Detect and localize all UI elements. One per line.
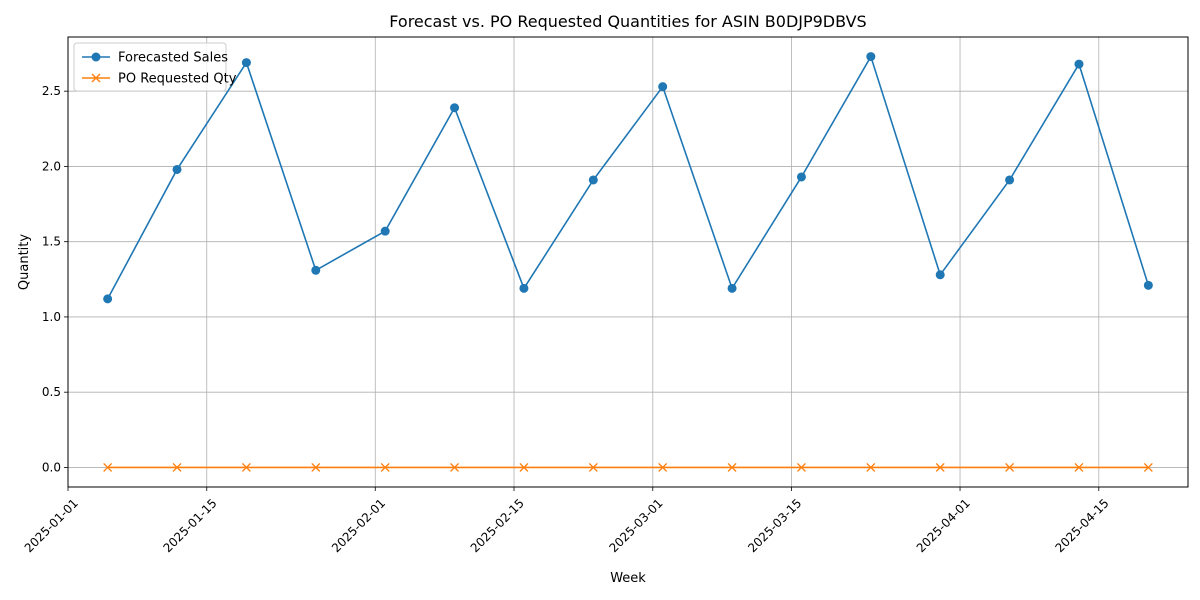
data-point — [103, 462, 113, 472]
data-point — [103, 294, 113, 304]
series-group — [103, 52, 1153, 472]
x-tick-label: 2025-03-01 — [606, 496, 665, 555]
data-point — [450, 462, 460, 472]
data-point — [588, 175, 598, 185]
y-tick-label: 2.0 — [42, 159, 61, 173]
data-point — [172, 164, 182, 174]
x-tick-label: 2025-02-15 — [468, 496, 527, 555]
legend-entry-forecast: Forecasted Sales — [82, 51, 228, 66]
legend-box — [73, 42, 227, 92]
data-point — [935, 270, 945, 280]
data-point — [519, 283, 529, 293]
data-point — [866, 52, 876, 62]
data-point — [588, 462, 598, 472]
legend-label-po: PO Requested Qty — [118, 72, 237, 87]
data-point — [935, 462, 945, 472]
data-point — [866, 462, 876, 472]
data-point — [450, 103, 460, 113]
data-point — [796, 172, 806, 182]
data-point — [380, 226, 390, 236]
data-point — [172, 462, 182, 472]
plot-area — [67, 36, 1189, 488]
data-point — [241, 462, 251, 472]
data-point — [311, 462, 321, 472]
y-axis-label: Quantity — [17, 234, 32, 290]
legend: Forecasted Sales PO Requested Qty — [73, 42, 237, 92]
legend-entry-po: PO Requested Qty — [82, 72, 237, 87]
legend-marker-forecast — [91, 52, 101, 62]
y-tick-label: 0.0 — [42, 460, 61, 474]
grid — [67, 37, 1188, 487]
x-tick-label: 2025-03-15 — [745, 496, 804, 555]
data-point — [1074, 59, 1084, 69]
data-point — [241, 58, 251, 68]
data-point — [311, 265, 321, 275]
x-tick-label: 2025-04-15 — [1052, 496, 1111, 555]
y-tick-label: 1.5 — [42, 235, 61, 249]
data-point — [727, 462, 737, 472]
x-tick-label: 2025-02-01 — [329, 496, 388, 555]
data-point — [1074, 462, 1084, 472]
legend-marker-po — [91, 73, 101, 83]
data-point — [658, 462, 668, 472]
y-tick-label: 0.5 — [42, 385, 61, 399]
chart-title: Forecast vs. PO Requested Quantities for… — [389, 12, 866, 31]
data-point — [1143, 280, 1153, 290]
y-axis: 0.0 0.5 1.0 1.5 2.0 2.5 — [42, 84, 68, 474]
y-tick-label: 2.5 — [42, 84, 61, 98]
legend-label-forecast: Forecasted Sales — [118, 51, 228, 66]
data-point — [1005, 175, 1015, 185]
data-point — [380, 462, 390, 472]
data-point — [1143, 462, 1153, 472]
data-point — [727, 283, 737, 293]
data-point — [519, 462, 529, 472]
x-axis-label: Week — [610, 571, 646, 586]
data-point — [658, 82, 668, 92]
data-point — [796, 462, 806, 472]
y-tick-label: 1.0 — [42, 310, 61, 324]
data-point — [1005, 462, 1015, 472]
series-line-forecast — [106, 54, 1150, 300]
x-tick-label: 2025-01-01 — [22, 496, 81, 555]
x-tick-label: 2025-01-15 — [160, 496, 219, 555]
x-tick-label: 2025-04-01 — [914, 496, 973, 555]
x-axis: 2025-01-01 2025-01-15 2025-02-01 2025-02-15… — [22, 487, 1112, 555]
